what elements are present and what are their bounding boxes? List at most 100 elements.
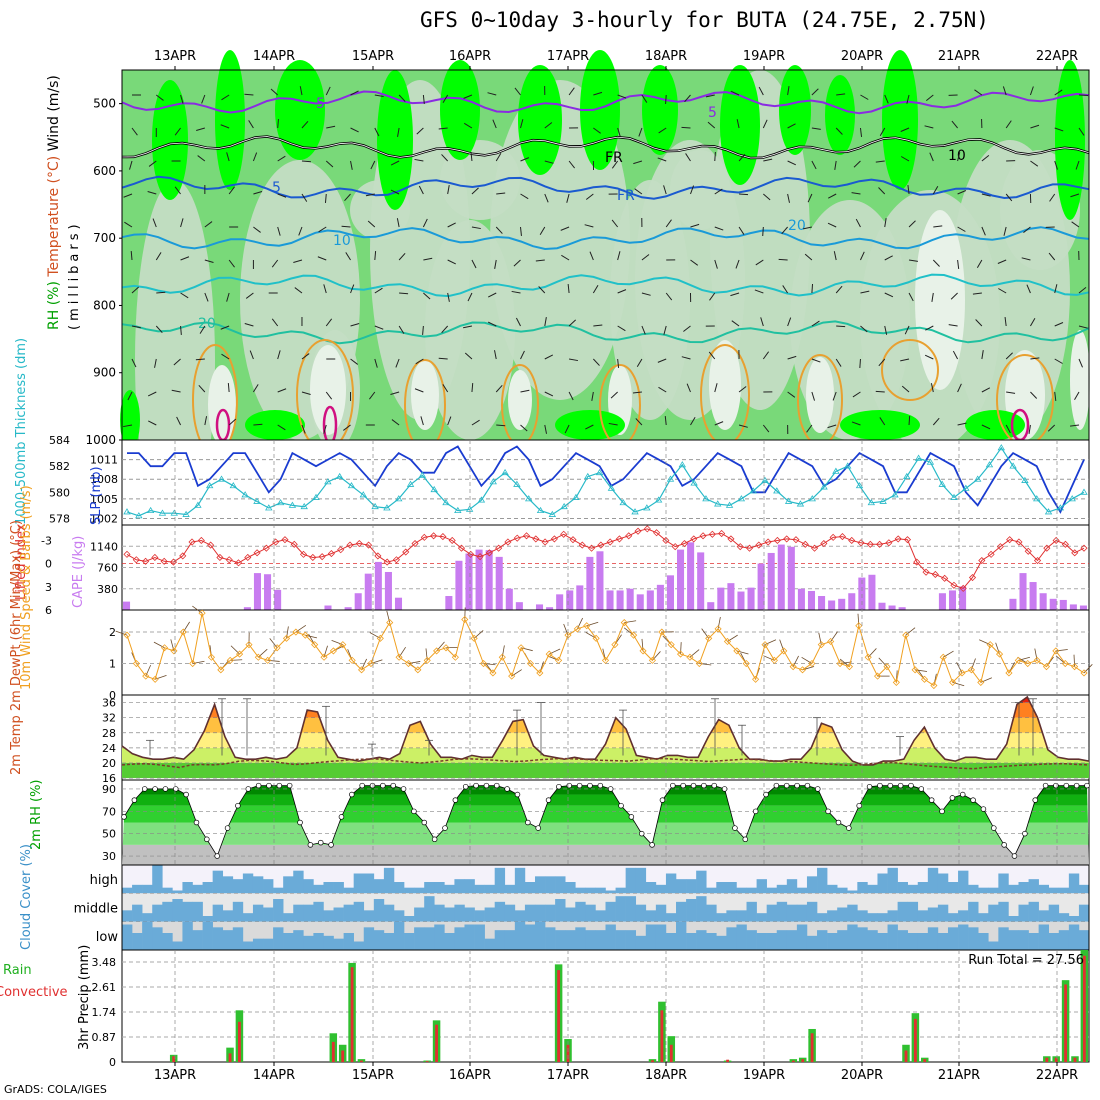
cape-bar <box>858 577 866 610</box>
cloud-cell <box>424 896 435 922</box>
cloud-cell <box>877 933 888 950</box>
rh2m-point <box>607 786 614 792</box>
cape-bar <box>838 598 846 610</box>
thickness-point <box>595 468 604 476</box>
wind-barb <box>778 258 788 261</box>
cloud-cell <box>746 930 757 950</box>
rh-moist-region <box>518 65 562 175</box>
cape-bar <box>535 604 544 610</box>
ylabel-part: Wind (m/s) <box>46 75 62 156</box>
precip-ylabel-text: 3hr Precip (mm) <box>77 945 92 1050</box>
date-label-top: 19APR <box>743 49 785 64</box>
run-total-label: Run Total = 27.56 <box>968 953 1084 968</box>
wind-barb <box>1006 391 1016 394</box>
wind-speed-point <box>320 653 328 661</box>
cloud-cell <box>766 904 778 922</box>
rh2m-point <box>494 782 500 789</box>
cloud-cell <box>524 924 536 950</box>
cloud-cell <box>947 882 959 894</box>
wind-barb <box>567 283 570 294</box>
date-label-bottom: 22APR <box>1036 1068 1078 1083</box>
precip-convective-bar <box>1073 1057 1077 1062</box>
precip-convective-bar <box>904 1050 908 1062</box>
rh-very-dry-region <box>915 210 965 390</box>
wind-barb <box>584 224 594 228</box>
thickness-point <box>312 493 320 500</box>
date-label-top: 17APR <box>547 49 589 64</box>
wind-speed-point <box>902 631 910 639</box>
cloud-cell <box>645 910 657 922</box>
contour-label: FR <box>617 188 635 204</box>
wind-barb <box>155 94 164 101</box>
cloud-cell <box>242 941 254 950</box>
wind-barb <box>568 319 577 327</box>
li-point <box>820 539 828 548</box>
rh2m-point <box>369 782 376 789</box>
cape-bar <box>848 593 856 610</box>
li-tick-label: 3 <box>45 581 52 594</box>
thickness-point <box>536 506 545 514</box>
rh2m-point <box>193 819 200 826</box>
cloud-cell <box>252 876 264 894</box>
wind-barb <box>293 259 303 263</box>
wind-barb <box>447 259 456 265</box>
rh2m-point <box>773 782 780 789</box>
wind-barb <box>1030 391 1038 399</box>
cloud-cell <box>222 930 234 950</box>
li-point <box>355 539 363 548</box>
wind-speed-point <box>958 669 966 677</box>
cloud-cell <box>162 933 173 950</box>
wind-barb <box>657 157 667 162</box>
cloud-cell <box>877 913 888 922</box>
wind-barb <box>442 94 449 103</box>
rh2m-point <box>1084 782 1090 789</box>
wind-barb <box>884 292 894 298</box>
cloud-cell <box>132 904 143 922</box>
wind-barb <box>1026 284 1031 294</box>
wind-barb <box>900 156 910 162</box>
rh2m-point <box>701 782 707 789</box>
rh2m-point <box>804 782 811 789</box>
wind-barb <box>538 286 546 294</box>
wind-barb <box>925 325 934 331</box>
wind-barb <box>658 386 667 393</box>
wind-speed-point <box>226 656 234 664</box>
wind-barb <box>374 127 380 137</box>
wind-barb <box>974 89 983 96</box>
rh-moist-region <box>1055 60 1085 220</box>
wind-speed-point <box>639 647 647 655</box>
cloud-cell <box>363 910 375 922</box>
wind-barb <box>1049 193 1056 202</box>
rh2m-point <box>1073 782 1080 789</box>
li-point <box>745 544 754 552</box>
thickness-point <box>146 506 155 514</box>
total-rain-label: Total / Rain <box>0 963 32 978</box>
wind-barb <box>806 424 813 433</box>
wind-barb <box>174 186 181 195</box>
cloud-cell <box>434 924 445 950</box>
wind-barb <box>423 257 433 261</box>
cloud-cell <box>212 870 224 894</box>
wind-barb <box>253 423 263 426</box>
wind-speed-point <box>949 678 957 686</box>
cloud-cell <box>625 867 637 894</box>
thickness-point <box>962 484 970 491</box>
wind-barb <box>981 387 991 393</box>
thickness-point <box>524 495 533 502</box>
wind-barb <box>1030 357 1040 360</box>
precip-frame <box>121 949 1090 1063</box>
wind-speed-point <box>451 653 459 661</box>
cloud-cell <box>172 899 183 922</box>
wind-barb <box>762 424 770 433</box>
thickness-point <box>371 502 379 510</box>
cloud-cell <box>968 901 979 922</box>
wind-barb <box>520 389 530 393</box>
cloud-cell <box>686 933 697 950</box>
cloud-cell <box>907 933 919 950</box>
wind-barb <box>904 325 910 335</box>
cape-bar <box>626 588 634 610</box>
wind-barb <box>690 185 695 195</box>
cloud-cell <box>947 927 959 950</box>
cloud-cell <box>424 882 435 894</box>
wind-barb <box>367 220 376 228</box>
